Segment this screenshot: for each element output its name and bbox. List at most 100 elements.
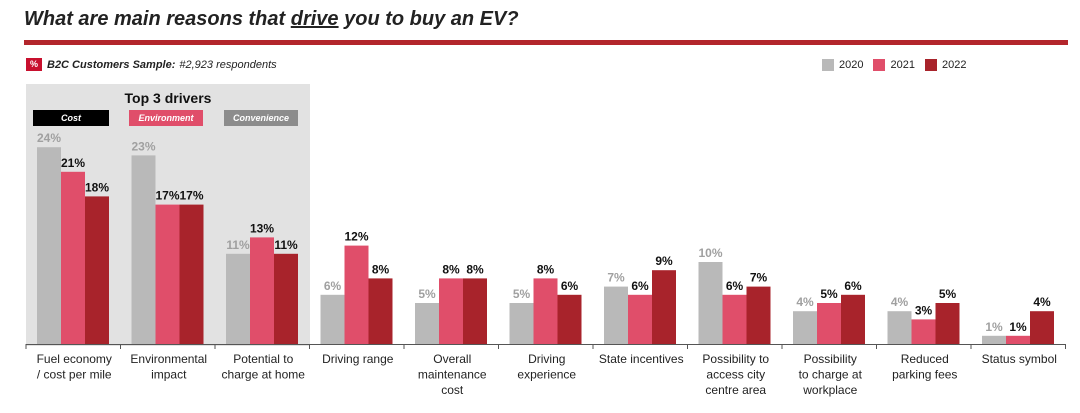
category-label-fuel-economy-cost-per-mile: / cost per mile (37, 368, 112, 382)
value-label-possibility-to-charge-at-workplace-2022: 6% (844, 279, 862, 293)
legend-label-2022: 2022 (941, 59, 967, 71)
bar-driving-range-2021 (344, 245, 369, 344)
bar-possibility-to-charge-at-workplace-2022 (841, 294, 865, 344)
value-label-possibility-to-access-city-centre-area-2020: 10% (698, 246, 722, 260)
bar-state-incentives-2020 (604, 286, 628, 344)
bar-possibility-to-access-city-centre-area-2021 (722, 294, 747, 344)
bar-driving-range-2022 (368, 278, 393, 344)
category-label-reduced-parking-fees: parking fees (892, 368, 957, 382)
bar-state-incentives-2021 (628, 294, 652, 344)
bar-fuel-economy-cost-per-mile-2021 (61, 171, 85, 344)
value-label-driving-range-2022: 8% (372, 262, 390, 276)
value-label-possibility-to-charge-at-workplace-2021: 5% (820, 287, 838, 301)
sample-value: #2,923 respondents (179, 58, 277, 71)
category-label-environmental-impact: Environmental (130, 352, 207, 366)
sample-info: % B2C Customers Sample: #2,923 responden… (26, 58, 277, 71)
value-label-driving-range-2021: 12% (344, 230, 368, 244)
category-label-possibility-to-charge-at-workplace: to charge at (799, 368, 863, 382)
category-label-status-symbol: Status symbol (982, 352, 1057, 366)
value-label-possibility-to-access-city-centre-area-2022: 7% (750, 271, 768, 285)
bar-state-incentives-2022 (652, 270, 676, 344)
bar-status-symbol-2020 (982, 335, 1006, 344)
value-label-reduced-parking-fees-2022: 5% (939, 287, 957, 301)
value-label-driving-experience-2021: 8% (537, 262, 555, 276)
value-label-possibility-to-access-city-centre-area-2021: 6% (726, 279, 744, 293)
legend-swatch-2020 (822, 59, 834, 71)
value-label-driving-experience-2020: 5% (513, 287, 531, 301)
value-label-reduced-parking-fees-2021: 3% (915, 303, 933, 317)
value-label-environmental-impact-2021: 17% (155, 189, 179, 203)
value-label-fuel-economy-cost-per-mile-2020: 24% (37, 131, 61, 145)
category-label-possibility-to-access-city-centre-area: Possibility to (702, 352, 769, 366)
category-label-possibility-to-charge-at-workplace: workplace (802, 383, 857, 397)
category-label-potential-to-charge-at-home: Potential to (233, 352, 293, 366)
bar-reduced-parking-fees-2021 (911, 319, 936, 344)
bar-fuel-economy-cost-per-mile-2020 (37, 147, 61, 344)
value-label-status-symbol-2020: 1% (985, 320, 1003, 334)
bar-driving-experience-2022 (557, 294, 582, 344)
percent-icon: % (26, 58, 42, 71)
sample-label: B2C Customers Sample: (47, 58, 176, 71)
category-label-reduced-parking-fees: Reduced (901, 352, 949, 366)
category-label-possibility-to-charge-at-workplace: Possibility (804, 352, 857, 366)
value-label-potential-to-charge-at-home-2020: 11% (226, 238, 250, 252)
value-label-status-symbol-2021: 1% (1009, 320, 1027, 334)
value-label-environmental-impact-2020: 23% (131, 139, 155, 153)
title-post: you to buy an EV? (338, 8, 519, 30)
category-label-overall-maintenance-cost: maintenance (418, 368, 487, 382)
category-label-state-incentives: State incentives (599, 352, 684, 366)
bar-overall-maintenance-cost-2021 (439, 278, 463, 344)
category-label-overall-maintenance-cost: cost (441, 383, 464, 397)
value-label-reduced-parking-fees-2020: 4% (891, 295, 909, 309)
category-label-possibility-to-access-city-centre-area: access city (706, 368, 765, 382)
bar-driving-experience-2020 (509, 303, 534, 344)
value-label-state-incentives-2020: 7% (607, 271, 625, 285)
legend-item-2020: 2020 (822, 59, 863, 71)
bar-status-symbol-2021 (1006, 335, 1030, 344)
bar-possibility-to-charge-at-workplace-2021 (817, 303, 841, 344)
category-label-possibility-to-access-city-centre-area: centre area (705, 383, 766, 397)
tag-environment: Environment (129, 110, 203, 126)
bar-possibility-to-access-city-centre-area-2020 (698, 262, 723, 344)
bar-potential-to-charge-at-home-2020 (226, 253, 250, 344)
bar-status-symbol-2022 (1030, 311, 1054, 344)
value-label-overall-maintenance-cost-2020: 5% (418, 287, 436, 301)
value-label-potential-to-charge-at-home-2021: 13% (250, 221, 274, 235)
value-label-driving-experience-2022: 6% (561, 279, 579, 293)
title-emphasis: drive (290, 8, 339, 30)
tag-cost: Cost (33, 110, 109, 126)
category-label-driving-experience: experience (517, 368, 576, 382)
category-label-fuel-economy-cost-per-mile: Fuel economy (37, 352, 112, 366)
legend-swatch-2022 (924, 59, 937, 71)
bar-fuel-economy-cost-per-mile-2022 (85, 196, 109, 344)
bar-environmental-impact-2020 (131, 155, 156, 344)
value-label-status-symbol-2022: 4% (1033, 295, 1051, 309)
value-label-fuel-economy-cost-per-mile-2022: 18% (85, 180, 109, 194)
value-label-state-incentives-2022: 9% (655, 254, 673, 268)
category-label-driving-experience: Driving (528, 352, 565, 366)
bar-potential-to-charge-at-home-2022 (274, 253, 298, 344)
tag-convenience: Convenience (224, 110, 298, 126)
value-label-possibility-to-charge-at-workplace-2020: 4% (796, 295, 814, 309)
bar-possibility-to-charge-at-workplace-2020 (793, 311, 817, 344)
category-label-environmental-impact: impact (151, 368, 187, 382)
bar-environmental-impact-2021 (155, 204, 180, 344)
legend-label-2021: 2021 (890, 59, 915, 71)
value-label-fuel-economy-cost-per-mile-2021: 21% (61, 156, 85, 170)
legend-item-2022: 2022 (924, 59, 967, 71)
bar-driving-range-2020 (320, 294, 345, 344)
title-pre: What are main reasons that (24, 8, 291, 30)
page-title: What are main reasons that drive you to … (24, 8, 519, 31)
bar-driving-experience-2021 (533, 278, 558, 344)
title-divider (24, 40, 1068, 45)
value-label-environmental-impact-2022: 17% (179, 189, 203, 203)
bar-reduced-parking-fees-2022 (935, 303, 960, 344)
value-label-overall-maintenance-cost-2021: 8% (442, 262, 460, 276)
bar-reduced-parking-fees-2020 (887, 311, 912, 344)
legend-label-2020: 2020 (839, 59, 864, 71)
legend-item-2021: 2021 (873, 59, 915, 71)
bar-possibility-to-access-city-centre-area-2022 (746, 286, 771, 344)
top-drivers-title: Top 3 drivers (124, 90, 212, 106)
value-label-overall-maintenance-cost-2022: 8% (466, 262, 484, 276)
